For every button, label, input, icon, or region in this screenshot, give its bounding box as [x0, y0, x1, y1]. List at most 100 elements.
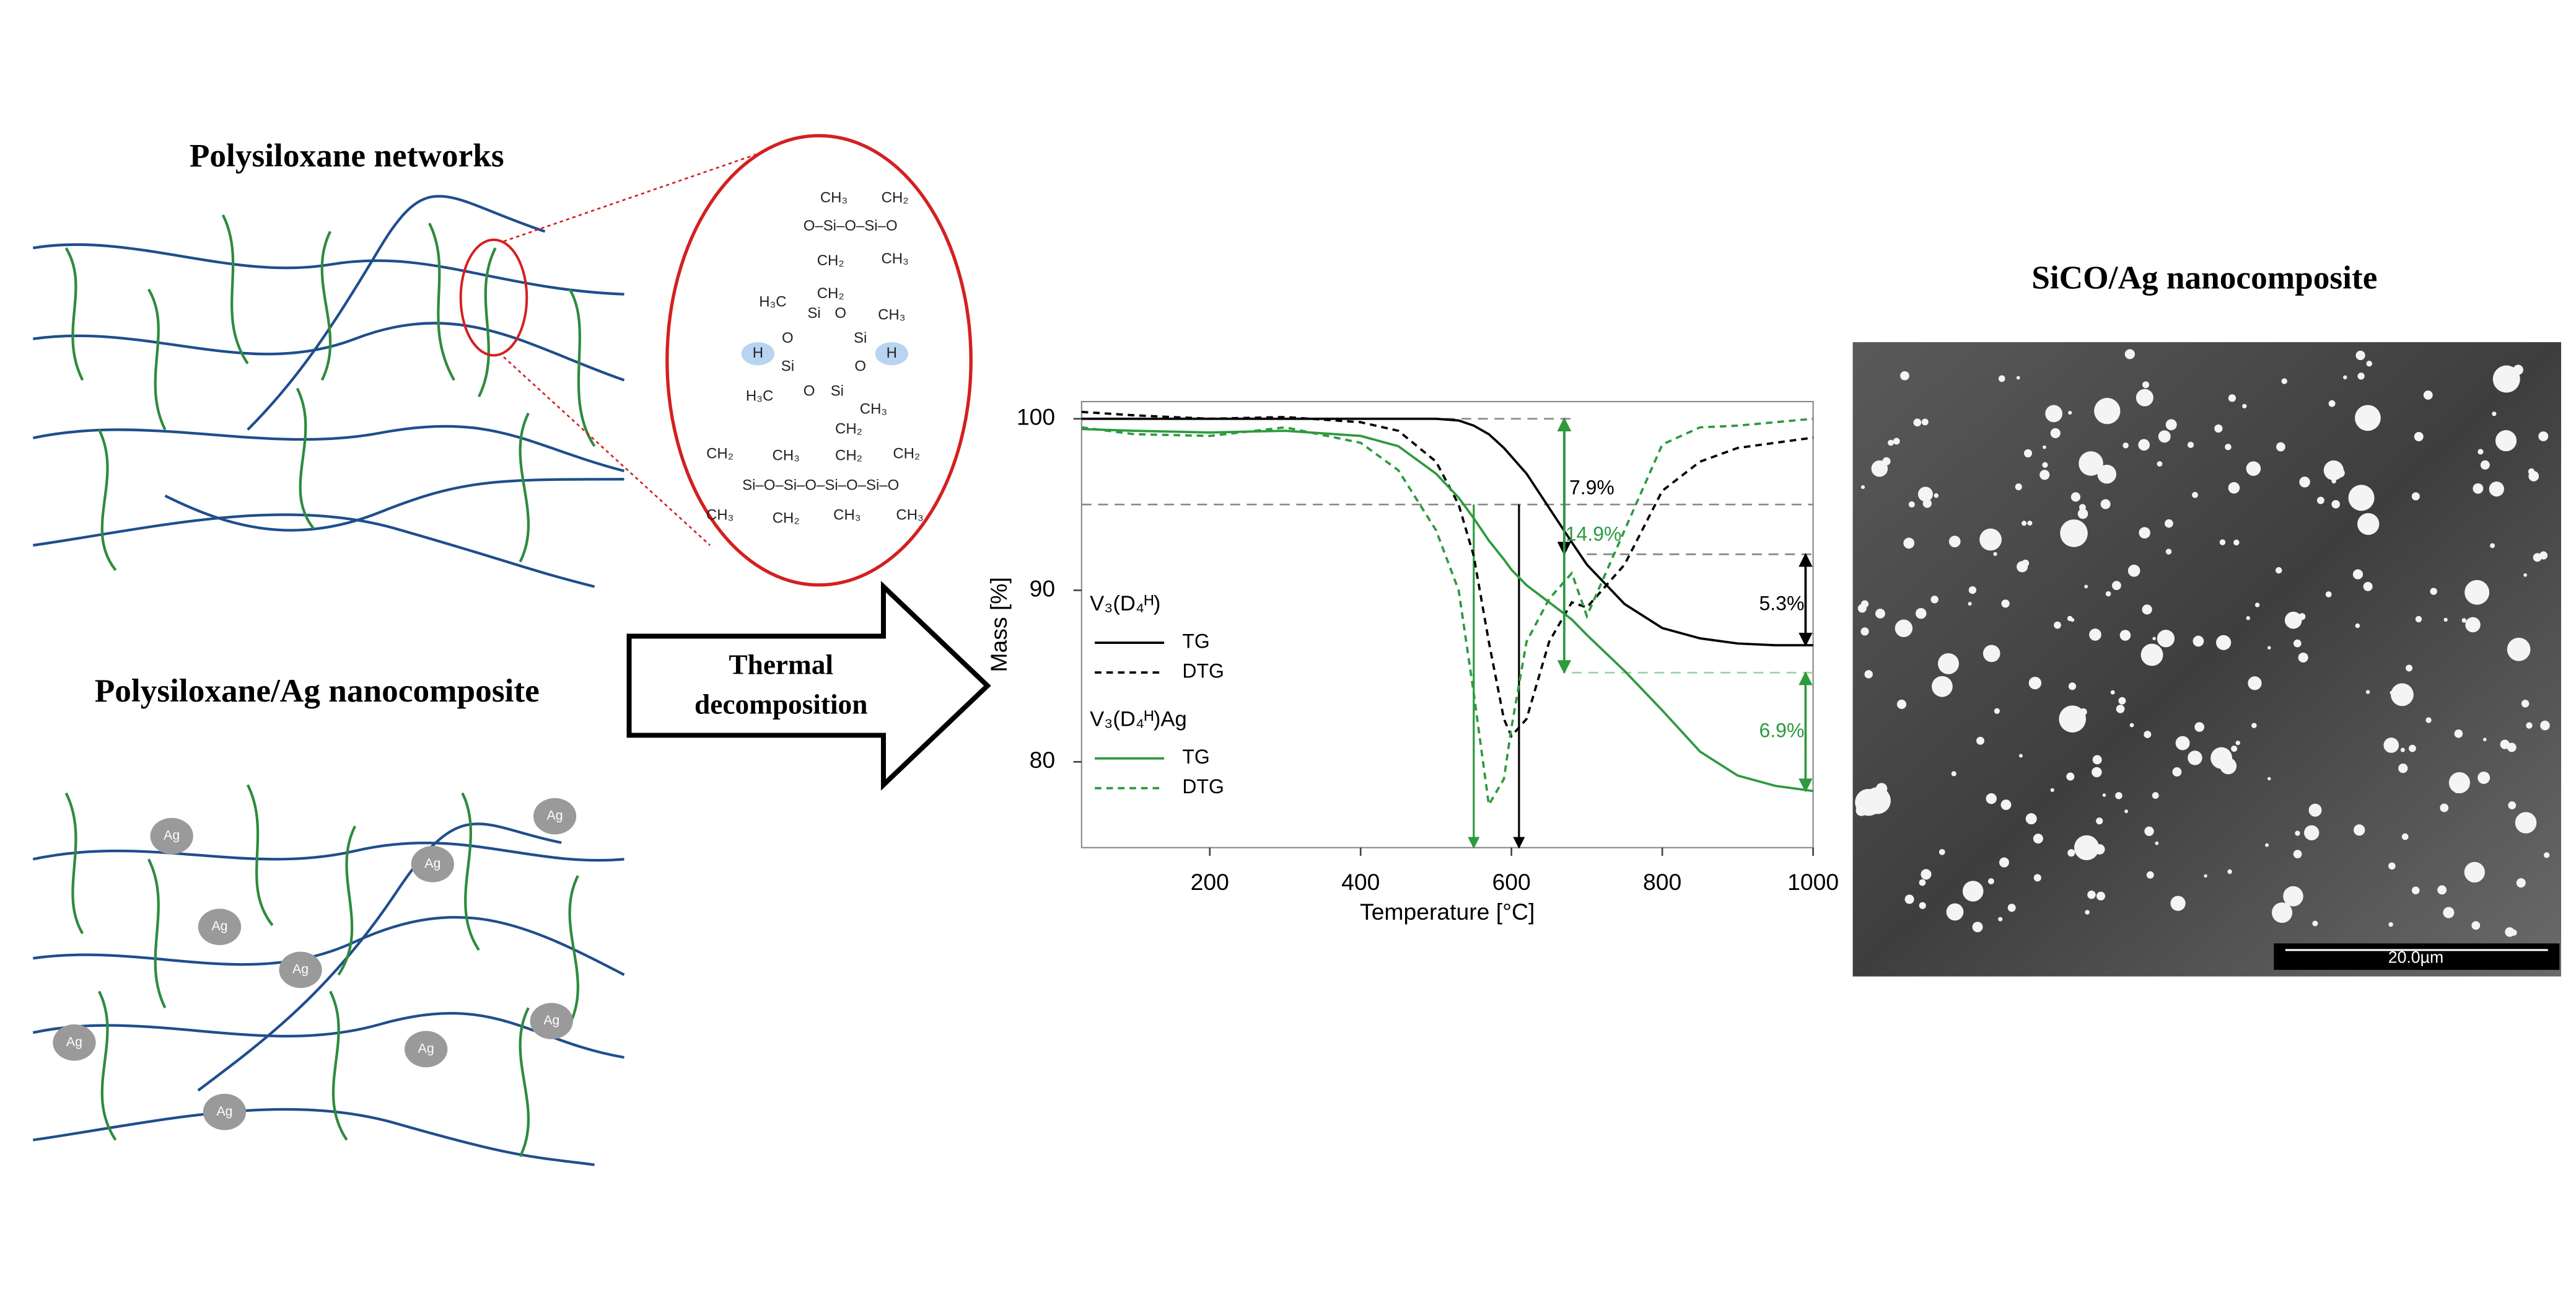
zoom-indicator — [459, 134, 973, 587]
sem-particle — [2089, 628, 2101, 641]
ag-label: Ag — [216, 1104, 232, 1119]
sem-particle — [2050, 788, 2054, 792]
sem-particle — [2001, 599, 2010, 608]
sem-particle — [1976, 736, 1984, 745]
ag-particle — [150, 817, 193, 855]
sem-particle — [2033, 834, 2043, 844]
sem-particle — [2097, 464, 2116, 484]
sem-particle — [1896, 699, 1907, 710]
structure-label: CH₃ — [881, 250, 908, 267]
ag-particle — [53, 1024, 96, 1061]
sem-particle — [2246, 616, 2251, 620]
ag-label: Ag — [547, 808, 563, 823]
sem-particle — [2068, 410, 2072, 415]
sem-particle — [2299, 477, 2310, 488]
sem-particle — [2096, 891, 2106, 900]
sem-particle — [2464, 861, 2485, 883]
ag-label: Ag — [66, 1034, 82, 1049]
sem-particle — [2193, 635, 2204, 647]
sem-particle — [2348, 485, 2375, 511]
sem-particle — [1864, 670, 1873, 679]
sem-particle — [1930, 596, 1939, 604]
sem-particle — [2507, 637, 2531, 661]
sem-particle — [2079, 708, 2087, 716]
sem-particle — [2471, 921, 2481, 930]
sem-particle — [2123, 442, 2129, 449]
y-axis-label: Mass [%] — [986, 577, 1012, 672]
sem-particle — [2267, 646, 2271, 649]
sem-particle — [1900, 371, 1909, 381]
sem-particle — [2523, 573, 2527, 577]
sem-particle — [2144, 826, 2154, 836]
sem-particle — [1871, 460, 1888, 477]
sem-particle — [2039, 470, 2050, 480]
sem-particles — [1855, 349, 2550, 937]
sem-particle — [2007, 904, 2016, 912]
structure-label: CH₂ — [706, 446, 734, 462]
sem-particle — [2157, 461, 2163, 467]
sem-particle — [2115, 792, 2123, 799]
sem-particle — [1993, 552, 1997, 557]
legend-label: TG — [1182, 630, 1209, 653]
sem-particle — [2352, 569, 2364, 579]
ag-particle — [411, 846, 454, 883]
ag-label: Ag — [424, 856, 440, 871]
sem-particle — [2124, 349, 2135, 359]
sem-particle — [2100, 499, 2111, 509]
structure-label: H₃C — [759, 293, 786, 310]
sem-particle — [2281, 378, 2287, 384]
sem-particle — [2129, 723, 2134, 728]
sem-particle — [1946, 903, 1964, 921]
x-tick-label: 400 — [1341, 869, 1380, 895]
sem-particle — [1979, 528, 2002, 551]
series-line — [1081, 417, 1813, 809]
scale-bar-box — [2274, 943, 2560, 970]
sem-particle — [2355, 623, 2360, 628]
sem-particle — [2045, 405, 2062, 423]
sem-particle — [1916, 608, 1927, 619]
annotation: 7.9% — [1569, 477, 1614, 499]
sem-particle — [1919, 902, 1926, 909]
x-tick-label: 800 — [1643, 869, 1681, 895]
sem-particle — [2473, 483, 2484, 494]
sem-particle — [2267, 777, 2271, 781]
sem-particle — [2316, 496, 2324, 504]
sem-particle — [1939, 848, 1945, 855]
structure-label: CH₃ — [820, 190, 848, 206]
sem-particle — [2096, 817, 2103, 825]
plot-frame — [1080, 400, 1814, 848]
sem-particle — [2415, 615, 2422, 623]
sem-particle — [1917, 486, 1933, 502]
sem-particle — [2411, 886, 2420, 895]
sem-particle — [2116, 705, 2125, 713]
sem-particle — [2440, 803, 2449, 812]
sem-particle — [2068, 682, 2077, 690]
sem-particle — [2515, 812, 2537, 834]
sem-particle — [2293, 850, 2302, 858]
sem-particle — [2187, 441, 2194, 448]
sem-particle — [2365, 690, 2370, 694]
network-drawings — [32, 195, 625, 1166]
structure-label: CH₃ — [860, 401, 887, 418]
arrow-label: decomposition — [694, 689, 867, 720]
sem-particle — [2070, 618, 2075, 622]
sem-particle — [2312, 920, 2318, 927]
sem-particle — [2477, 449, 2484, 455]
sem-particle — [2142, 381, 2150, 389]
y-tick-label: 90 — [1030, 575, 1056, 601]
sem-particle — [2357, 513, 2380, 535]
sem-particle — [1893, 438, 1900, 445]
sem-particle — [2480, 460, 2490, 470]
sem-particle — [1860, 600, 1869, 608]
sem-particle — [2092, 767, 2102, 778]
structure-label: H₃C — [746, 387, 773, 404]
sem-particle — [2136, 389, 2153, 407]
sem-particle — [2526, 722, 2533, 729]
sem-particle — [2111, 581, 2121, 591]
legend-group: V₃(D₄ᴴ)Ag — [1090, 708, 1187, 731]
sem-particle — [2027, 521, 2033, 526]
sem-particle — [2539, 551, 2548, 560]
sem-particle — [2490, 543, 2495, 548]
structure-label: CH₃ — [896, 506, 923, 523]
sem-particle — [2225, 443, 2232, 451]
